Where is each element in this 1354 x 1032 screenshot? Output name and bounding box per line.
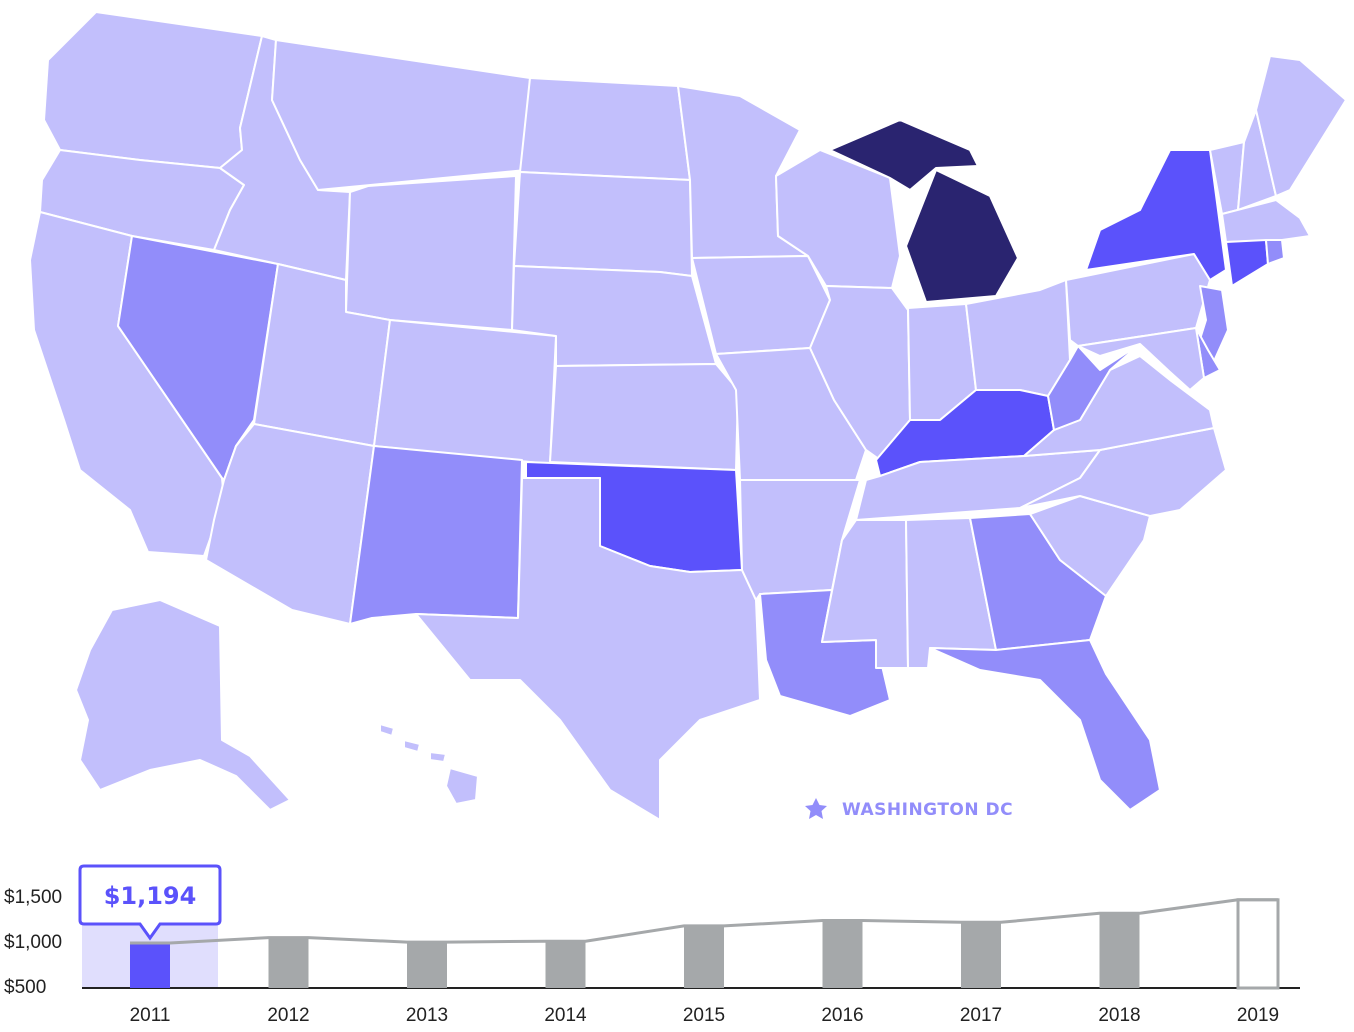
year-bar-2012[interactable] — [268, 937, 309, 988]
year-bars — [130, 898, 1280, 990]
star-icon — [805, 798, 827, 819]
state-rhode-island[interactable] — [1265, 239, 1285, 265]
state-florida[interactable] — [929, 639, 1161, 811]
year-label-2019[interactable]: 2019 — [1237, 1005, 1279, 1026]
year-bar-2019[interactable] — [1236, 898, 1280, 990]
year-label-2014[interactable]: 2014 — [544, 1005, 587, 1026]
year-label-2017[interactable]: 2017 — [960, 1005, 1002, 1026]
year-label-2011[interactable]: 2011 — [130, 1005, 171, 1026]
year-bar-2016[interactable] — [822, 920, 863, 989]
y-tick-label: $1,500 — [4, 887, 62, 908]
state-new-york[interactable] — [1085, 149, 1227, 281]
year-bar-2018[interactable] — [1099, 913, 1140, 988]
year-bar-2015[interactable] — [684, 925, 724, 988]
year-bar-2011[interactable] — [130, 943, 170, 988]
state-new-mexico[interactable] — [349, 445, 523, 625]
trend-line — [130, 898, 1278, 945]
state-texas[interactable] — [415, 477, 761, 821]
state-connecticut[interactable] — [1225, 239, 1269, 287]
year-label-2013[interactable]: 2013 — [406, 1005, 448, 1026]
year-timeline: $1,500$1,000$500 2011 2012 2013 2014 2015 201… — [4, 864, 1300, 1026]
year-bar-2017[interactable] — [961, 922, 1001, 988]
state-maryland[interactable] — [1077, 327, 1205, 391]
state-washington[interactable] — [43, 11, 263, 169]
state-colorado[interactable] — [373, 319, 557, 465]
state-maine[interactable] — [1255, 55, 1347, 197]
dc-marker[interactable]: WASHINGTON DC — [805, 798, 1013, 820]
year-bar-2014[interactable] — [545, 941, 586, 988]
year-label-2018[interactable]: 2018 — [1098, 1005, 1140, 1026]
dc-label: WASHINGTON DC — [842, 800, 1013, 820]
y-tick-label: $500 — [4, 977, 46, 998]
year-label-2016[interactable]: 2016 — [821, 1005, 863, 1026]
value-tooltip: $1,194 — [78, 864, 222, 941]
states-layer — [29, 11, 1347, 821]
us-map: WASHINGTON DC — [29, 11, 1347, 821]
y-axis-labels: $1,500 $1,000 $500 — [4, 887, 62, 998]
x-axis-labels: 2011 2012 2013 2014 2015 2016 2017 2018 2019 — [130, 1005, 1280, 1026]
state-alaska[interactable] — [75, 599, 291, 811]
year-label-2012[interactable]: 2012 — [267, 1005, 309, 1026]
state-south-dakota[interactable] — [513, 171, 693, 277]
state-michigan[interactable] — [829, 119, 1019, 303]
state-wyoming[interactable] — [345, 175, 517, 331]
state-hawaii[interactable] — [379, 723, 479, 805]
tooltip-value: $1,194 — [104, 882, 197, 910]
state-north-carolina[interactable] — [1019, 427, 1227, 517]
state-iowa[interactable] — [691, 255, 831, 355]
tooltip-box — [78, 864, 222, 941]
state-north-dakota[interactable] — [519, 77, 691, 181]
state-illinois[interactable] — [809, 285, 911, 461]
year-label-2015[interactable]: 2015 — [683, 1005, 725, 1026]
state-kansas[interactable] — [549, 363, 739, 471]
y-tick-label: $1,000 — [4, 932, 62, 953]
state-montana[interactable] — [271, 39, 531, 191]
year-bar-2013[interactable] — [407, 942, 447, 988]
